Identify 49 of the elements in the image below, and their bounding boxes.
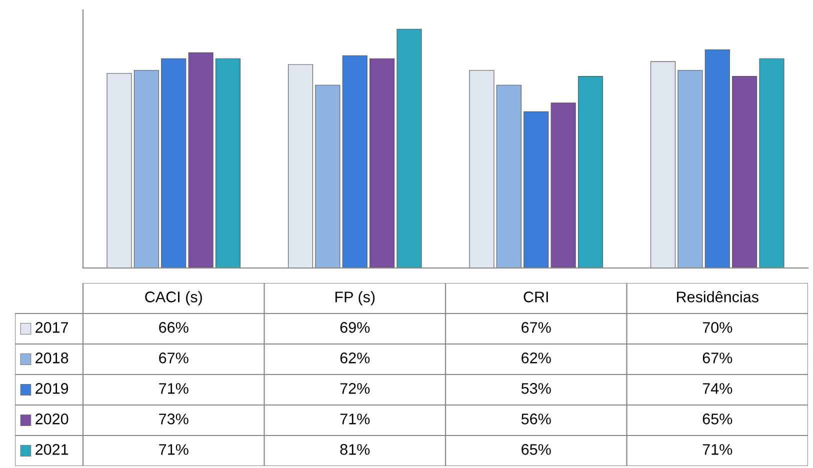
bar bbox=[759, 58, 784, 268]
x-tick-label: CRI bbox=[524, 292, 548, 302]
bar bbox=[106, 73, 132, 268]
data-label: 74% bbox=[702, 383, 732, 394]
legend-label: 2021 bbox=[36, 444, 68, 455]
bar bbox=[215, 58, 241, 268]
data-label: 66% bbox=[159, 322, 188, 333]
data-label: 65% bbox=[702, 414, 732, 424]
bar bbox=[732, 76, 758, 268]
data-label: 67% bbox=[159, 352, 188, 364]
bar bbox=[678, 70, 703, 268]
data-label: 62% bbox=[522, 352, 551, 364]
bar bbox=[524, 111, 549, 268]
bar bbox=[315, 84, 340, 268]
legend-label: 2018 bbox=[36, 352, 68, 364]
bar bbox=[650, 61, 676, 268]
bar bbox=[578, 76, 604, 268]
data-label: 65% bbox=[522, 444, 551, 455]
x-tick-label: Residências bbox=[677, 291, 758, 302]
legend-label: 2019 bbox=[36, 383, 68, 394]
data-label: 71% bbox=[340, 414, 370, 424]
bar bbox=[161, 58, 186, 268]
data-label: 81% bbox=[340, 444, 370, 455]
data-label: 71% bbox=[159, 383, 188, 394]
data-label: 67% bbox=[702, 352, 732, 364]
bar bbox=[188, 52, 214, 268]
bar bbox=[496, 84, 522, 268]
legend-label: 2017 bbox=[36, 322, 68, 333]
data-label: 73% bbox=[159, 414, 188, 424]
data-label: 56% bbox=[521, 414, 551, 424]
data-label: 69% bbox=[340, 322, 370, 333]
legend-label: 2020 bbox=[36, 414, 68, 424]
bar bbox=[342, 55, 368, 268]
bar bbox=[396, 28, 422, 268]
x-tick-label: FP (s) bbox=[335, 291, 375, 306]
data-label: 53% bbox=[521, 383, 551, 394]
data-label: 71% bbox=[702, 444, 732, 455]
data-label: 71% bbox=[159, 444, 188, 455]
data-label: 62% bbox=[340, 352, 370, 364]
data-label: 70% bbox=[702, 322, 732, 333]
bar bbox=[469, 70, 494, 268]
bar bbox=[370, 58, 395, 268]
data-label: 67% bbox=[522, 322, 551, 333]
bar bbox=[134, 70, 159, 268]
bar bbox=[704, 49, 730, 268]
data-label: 72% bbox=[340, 383, 370, 394]
x-tick-label: CACI (s) bbox=[145, 291, 202, 306]
bar bbox=[550, 102, 576, 268]
bar bbox=[288, 64, 314, 268]
